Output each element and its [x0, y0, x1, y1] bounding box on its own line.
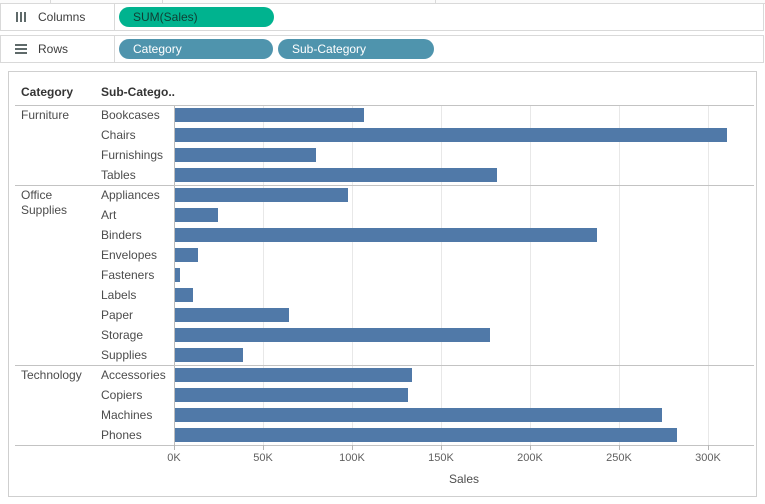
gridline: [263, 105, 264, 445]
tick-mark: [441, 445, 442, 450]
tick-mark: [352, 445, 353, 450]
row-label[interactable]: Tables: [101, 168, 136, 182]
bar[interactable]: [175, 268, 180, 282]
bar[interactable]: [175, 348, 243, 362]
bar[interactable]: [175, 308, 289, 322]
category-label[interactable]: Technology: [21, 368, 82, 382]
bar[interactable]: [175, 288, 193, 302]
bar[interactable]: [175, 108, 364, 122]
columns-shelf-label: Columns: [38, 10, 86, 24]
gridline: [708, 105, 709, 445]
gridline: [441, 105, 442, 445]
bar[interactable]: [175, 228, 597, 242]
bar[interactable]: [175, 328, 490, 342]
columns-shelf[interactable]: Columns SUM(Sales): [0, 3, 764, 31]
row-label[interactable]: Supplies: [101, 348, 148, 362]
bar[interactable]: [175, 248, 198, 262]
bar[interactable]: [175, 188, 348, 202]
row-label[interactable]: Binders: [101, 228, 142, 242]
column-header-category: Category: [21, 85, 74, 99]
rows-shelf-label-cell: Rows: [1, 36, 115, 62]
row-label[interactable]: Copiers: [101, 388, 143, 402]
category-label[interactable]: Furniture: [21, 108, 70, 122]
axis-title-sales: Sales: [448, 472, 480, 486]
row-label[interactable]: Art: [101, 208, 117, 222]
rows-shelf-label: Rows: [38, 42, 69, 56]
bar[interactable]: [175, 208, 218, 222]
row-label[interactable]: Paper: [101, 308, 134, 322]
axis-line: [174, 105, 175, 445]
row-label[interactable]: Phones: [101, 428, 142, 442]
tick-mark: [708, 445, 709, 450]
tick-label: 250K: [606, 452, 632, 464]
row-label[interactable]: Fasteners: [101, 268, 155, 282]
row-label[interactable]: Machines: [101, 408, 153, 422]
tick-label: 300K: [695, 452, 721, 464]
rows-icon: [14, 43, 30, 55]
header-divider: [15, 105, 754, 106]
section-divider: [15, 445, 754, 446]
bar[interactable]: [175, 368, 412, 382]
section-divider: [15, 365, 754, 366]
tick-mark: [174, 445, 175, 450]
row-label[interactable]: Accessories: [101, 368, 166, 382]
tick-mark: [530, 445, 531, 450]
tick-label: 150K: [428, 452, 454, 464]
bar[interactable]: [175, 168, 497, 182]
tick-mark: [263, 445, 264, 450]
columns-shelf-label-cell: Columns: [1, 4, 115, 30]
bar[interactable]: [175, 428, 677, 442]
rows-shelf[interactable]: Rows Category Sub-Category: [0, 35, 764, 63]
pill-sum-sales[interactable]: SUM(Sales): [119, 7, 274, 27]
category-label[interactable]: Office Supplies: [21, 188, 68, 217]
pill-sub-category[interactable]: Sub-Category: [278, 39, 434, 59]
row-label[interactable]: Bookcases: [101, 108, 160, 122]
tick-label: 0K: [167, 452, 181, 464]
row-label[interactable]: Furnishings: [101, 148, 164, 162]
gridline: [619, 105, 620, 445]
bar[interactable]: [175, 148, 316, 162]
bar[interactable]: [175, 128, 727, 142]
gridline: [352, 105, 353, 445]
row-label[interactable]: Appliances: [101, 188, 160, 202]
row-label[interactable]: Storage: [101, 328, 144, 342]
bar[interactable]: [175, 408, 662, 422]
column-header-subcategory: Sub-Catego..: [101, 85, 175, 99]
chart-container: Category Sub-Catego.. Sales Furniture Boo…: [8, 71, 757, 497]
row-label[interactable]: Envelopes: [101, 248, 158, 262]
tick-mark: [619, 445, 620, 450]
tick-label: 100K: [339, 452, 365, 464]
row-label[interactable]: Chairs: [101, 128, 136, 142]
bar[interactable]: [175, 388, 408, 402]
columns-icon: [14, 11, 30, 23]
row-label[interactable]: Labels: [101, 288, 137, 302]
gridline: [530, 105, 531, 445]
tick-label: 50K: [253, 452, 273, 464]
tick-label: 200K: [517, 452, 543, 464]
pill-category[interactable]: Category: [119, 39, 273, 59]
section-divider: [15, 185, 754, 186]
